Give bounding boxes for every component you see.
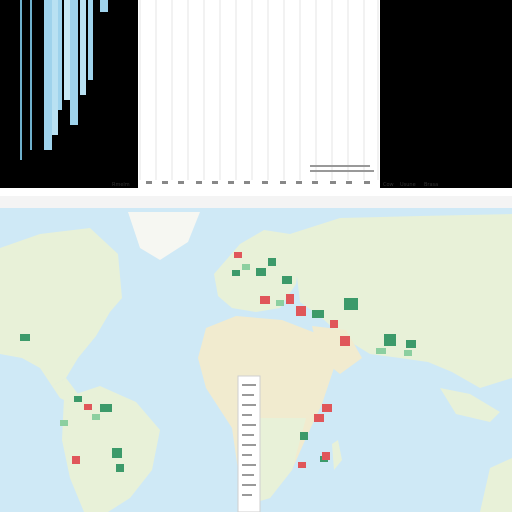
light-bar-8 bbox=[100, 0, 108, 12]
light-bar-5 bbox=[70, 0, 78, 125]
left-axis-label: Rmelm bbox=[112, 182, 130, 188]
legend-rows bbox=[242, 384, 256, 496]
middle-grid bbox=[139, 0, 379, 180]
land-southeast-asia bbox=[440, 388, 500, 422]
land-north-america bbox=[0, 228, 122, 386]
markers-red bbox=[72, 252, 350, 468]
chart-panel: Rmelm Cow Usune Brasa bbox=[0, 0, 512, 196]
light-bar-4 bbox=[64, 0, 70, 100]
map-legend bbox=[237, 375, 261, 513]
light-bar-7 bbox=[88, 0, 93, 80]
light-bar-3 bbox=[58, 0, 62, 110]
light-bar-6 bbox=[80, 0, 86, 95]
chart-canvas: Rmelm Cow Usune Brasa bbox=[0, 0, 512, 188]
map-canvas bbox=[0, 208, 512, 513]
land-south-america bbox=[62, 386, 160, 512]
panel-divider bbox=[0, 196, 512, 208]
right-axis-label-2: Usune bbox=[400, 182, 416, 188]
land-madagascar bbox=[332, 440, 342, 470]
light-bar-2 bbox=[52, 0, 58, 135]
world-map[interactable] bbox=[0, 208, 512, 513]
land-africa bbox=[198, 316, 334, 504]
land-australia-edge bbox=[480, 458, 512, 512]
light-bar-1 bbox=[44, 0, 52, 150]
land-greenland bbox=[128, 212, 200, 260]
middle-annotation-rows bbox=[310, 165, 374, 172]
middle-tick-marks bbox=[146, 181, 370, 184]
right-axis-label-1: Cow bbox=[383, 182, 394, 188]
right-dark-panel bbox=[380, 0, 512, 188]
left-light-bars bbox=[20, 0, 108, 160]
thin-bar-2 bbox=[30, 0, 32, 150]
right-axis-label-3: Brasa bbox=[424, 182, 438, 188]
thin-bar-1 bbox=[20, 0, 22, 160]
land-asia bbox=[290, 214, 512, 388]
markers-light bbox=[60, 264, 412, 426]
